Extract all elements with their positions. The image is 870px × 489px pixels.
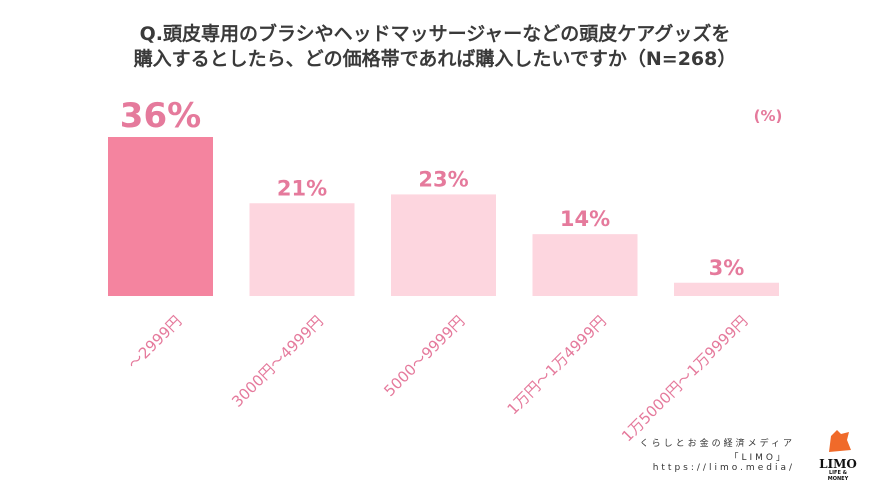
- category-label-1: 3000円～4999円: [228, 312, 327, 411]
- category-label-0: ～2999円: [124, 312, 185, 373]
- bar-2: [391, 194, 496, 296]
- bar-0: [108, 137, 213, 296]
- value-label-3: 14%: [560, 207, 610, 231]
- bar-1: [249, 203, 355, 296]
- value-label-0: 36%: [120, 96, 201, 136]
- category-label-2: 5000～9999円: [380, 312, 468, 400]
- footer-tagline: くらしとお金の経済メディア: [639, 439, 795, 449]
- value-label-1: 21%: [277, 176, 327, 200]
- chart-title-line-2: 購入するとしたら、どの価格帯であれば購入したいですか（N=268）: [133, 48, 737, 70]
- logo-mascot-icon: [829, 430, 851, 452]
- category-label-4: 1万5000円～1万9999円: [618, 312, 751, 445]
- footer-url: https://limo.media/: [652, 463, 795, 473]
- limo-logo: LIMO LIFE & MONEY: [818, 428, 858, 482]
- category-label-3: 1万円～1万4999円: [504, 312, 610, 418]
- value-label-2: 23%: [418, 167, 468, 191]
- unit-label: (%): [754, 107, 783, 125]
- logo-subtext: LIFE & MONEY: [827, 470, 849, 482]
- bar-4: [674, 282, 779, 296]
- logo-text: LIMO: [819, 457, 857, 471]
- chart-title-line-1: Q.頭皮専用のブラシやヘッドマッサージャーなどの頭皮ケアグッズを: [139, 23, 731, 45]
- footer-brand: 「LIMO」: [729, 453, 788, 463]
- bar-3: [532, 234, 638, 296]
- value-label-4: 3%: [709, 256, 745, 280]
